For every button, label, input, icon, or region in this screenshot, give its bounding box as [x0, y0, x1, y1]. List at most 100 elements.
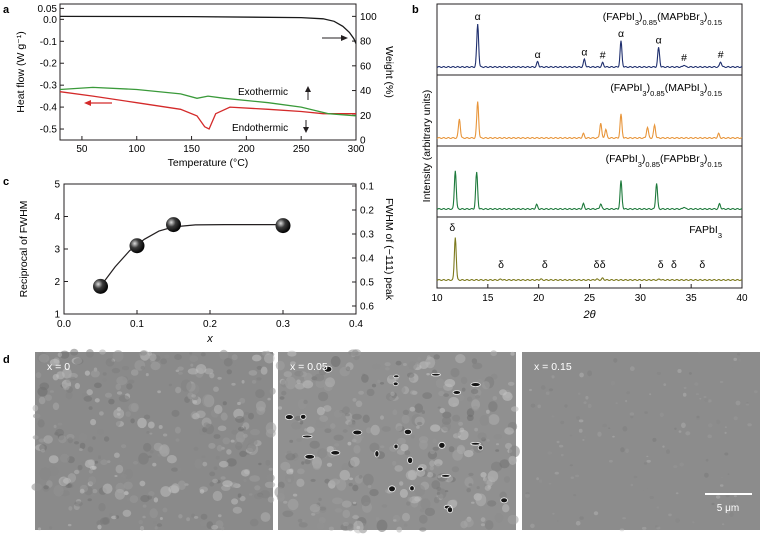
sem-grain: [301, 519, 305, 523]
sem-grain: [153, 497, 159, 503]
sem-grain: [375, 517, 380, 521]
sem-grain: [341, 463, 349, 472]
sem-grain: [369, 489, 379, 497]
sem-grain: [149, 432, 153, 435]
sem-grain: [39, 467, 51, 481]
sem-grain: [438, 390, 445, 397]
sem-grain: [174, 426, 181, 434]
sem-grain: [249, 518, 259, 527]
sem-grain: [267, 496, 275, 503]
sem-grain: [487, 470, 499, 483]
sem-grain: [191, 513, 195, 518]
sem-grain: [258, 462, 262, 466]
sem-grain: [209, 481, 215, 487]
peak-marker: α: [581, 46, 587, 58]
x-tick-label-a: 250: [293, 144, 310, 155]
sem-grain: [366, 388, 375, 397]
sem-grain: [499, 389, 507, 396]
sem-grain: [39, 382, 50, 391]
sem-grain: [421, 410, 425, 414]
sem-grain: [192, 413, 200, 420]
sem-grain: [705, 458, 709, 462]
sem-grain: [199, 520, 208, 527]
sem-grain: [547, 451, 553, 455]
y2-tick-label-c: 0.3: [360, 230, 374, 241]
sem-grain: [266, 474, 275, 482]
panel-letter-c: c: [3, 176, 9, 188]
sem-grain: [456, 431, 461, 436]
sem-grain: [298, 522, 308, 528]
sem-grain: [444, 490, 449, 493]
sem-grain: [217, 376, 222, 380]
sem-grain: [166, 455, 177, 464]
sem-grain: [319, 415, 329, 423]
sem-grain: [79, 442, 86, 450]
sem-grain: [139, 525, 145, 531]
sem-grain: [99, 411, 104, 416]
sem-grain: [67, 437, 73, 444]
sem-grain: [222, 481, 226, 484]
y-tick-label-a: 0.0: [43, 15, 57, 26]
sem-grain: [655, 449, 659, 453]
sem-grain: [418, 436, 429, 444]
sem-grain: [86, 389, 93, 396]
sem-grain: [200, 513, 208, 520]
xrd-pattern-2: [436, 170, 743, 211]
sem-grain: [726, 509, 731, 515]
sem-grain: [143, 442, 152, 452]
sem-grain: [553, 428, 558, 432]
sem-grain: [98, 455, 101, 460]
sem-grain: [494, 513, 504, 523]
sem-grain: [457, 429, 469, 441]
sem-grain: [352, 501, 357, 504]
sem-grain: [285, 376, 297, 390]
sem-grain: [677, 369, 682, 373]
sem-grain: [510, 351, 515, 356]
sem-grain: [326, 462, 333, 467]
sem-grain: [152, 520, 157, 524]
sem-grain: [48, 455, 59, 464]
sem-pinhole: [470, 441, 481, 446]
sem-grain: [452, 414, 461, 422]
sem-grain: [424, 507, 436, 517]
sem-grain: [399, 488, 408, 498]
sem-grain: [317, 448, 328, 459]
y-tick-label-a: -0.4: [40, 103, 58, 114]
sem-grain: [58, 476, 69, 487]
sem-grain: [171, 409, 180, 417]
xrd-label-3: FAPbI3: [689, 224, 722, 240]
sem-grain: [401, 414, 410, 424]
sem-grain: [45, 394, 52, 401]
sem-grain: [466, 408, 475, 418]
sem-grain: [128, 379, 135, 384]
sem-grain: [715, 495, 721, 499]
fit-curve: [100, 224, 283, 287]
sem-grain: [43, 435, 53, 444]
sem-grain: [69, 365, 78, 373]
sem-pinhole: [352, 429, 363, 436]
sem-grain: [656, 526, 661, 530]
series-line-tga: [59, 15, 357, 44]
sem-grain: [264, 481, 276, 488]
sem-grain: [315, 379, 326, 389]
sem-grain: [286, 478, 290, 481]
sem-grain: [209, 471, 216, 477]
sem-grain: [593, 511, 599, 516]
sem-grain: [237, 426, 245, 432]
sem-grain: [499, 459, 510, 469]
xrd-pattern-3: [436, 237, 743, 282]
sem-grain: [551, 375, 555, 379]
sem-grain: [70, 376, 76, 381]
sem-grain: [576, 416, 580, 420]
sem-grain: [341, 500, 352, 508]
sem-grain: [459, 427, 465, 433]
sem-grain: [297, 468, 305, 475]
sem-grain: [174, 354, 182, 360]
sem-grain: [79, 488, 85, 494]
sem-grain: [587, 403, 592, 409]
sem-grain: [682, 392, 687, 397]
sem-grain: [381, 426, 391, 432]
sem-pinhole: [403, 428, 412, 435]
sem-grain: [306, 426, 315, 434]
sem-grain: [333, 434, 344, 441]
